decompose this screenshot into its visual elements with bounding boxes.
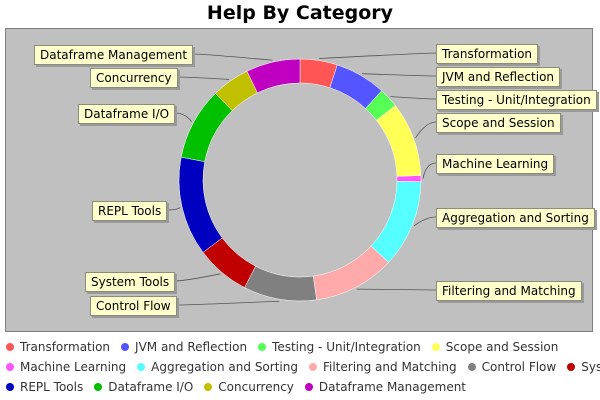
leader-line-machine-learning xyxy=(422,162,437,179)
legend-item-machine-learning: Machine Learning xyxy=(4,360,126,374)
legend-label: Dataframe Management xyxy=(318,380,467,394)
label-machine-learning: Machine Learning xyxy=(436,154,555,174)
slice-repl-tools xyxy=(178,156,223,253)
legend-label: Aggregation and Sorting xyxy=(151,360,298,374)
leader-line-concurrency xyxy=(177,76,230,80)
legend: Transformation JVM and Reflection Testing … xyxy=(4,337,600,397)
leader-line-transformation xyxy=(319,52,437,59)
slice-dataframe-management xyxy=(246,58,301,94)
chart-title: Help By Category xyxy=(206,2,394,24)
legend-swatch-icon xyxy=(121,343,130,351)
legend-label: Control Flow xyxy=(481,360,557,374)
legend-label: System Tools xyxy=(581,360,600,374)
legend-swatch-icon xyxy=(308,363,317,371)
leader-line-dataframe-management xyxy=(192,53,273,61)
legend-swatch-icon xyxy=(6,363,14,371)
legend-label: Testing - Unit/Integration xyxy=(272,340,421,354)
legend-swatch-icon xyxy=(204,383,213,391)
legend-item-testing-unit-integration: Testing - Unit/Integration xyxy=(256,340,421,354)
leader-line-testing-unit-integration xyxy=(390,96,437,100)
legend-item-concurrency: Concurrency xyxy=(202,380,294,394)
legend-swatch-icon xyxy=(6,343,14,351)
legend-swatch-icon xyxy=(304,383,313,391)
legend-item-repl-tools: REPL Tools xyxy=(4,380,83,394)
leader-line-filtering-and-matching xyxy=(356,288,437,291)
legend-item-aggregation-and-sorting: Aggregation and Sorting xyxy=(135,360,298,374)
legend-item-jvm-and-reflection: JVM and Reflection xyxy=(119,340,247,354)
legend-item-transformation: Transformation xyxy=(4,340,110,354)
legend-label: Transformation xyxy=(20,340,111,354)
label-dataframe-management: Dataframe Management xyxy=(34,45,194,65)
label-filtering-and-matching: Filtering and Matching xyxy=(436,281,582,301)
legend-swatch-icon xyxy=(567,363,576,371)
legend-label: Dataframe I/O xyxy=(108,380,194,394)
legend-item-dataframe-management: Dataframe Management xyxy=(303,380,466,394)
legend-label: Concurrency xyxy=(218,380,294,394)
legend-item-system-tools: System Tools xyxy=(565,360,600,374)
legend-label: Machine Learning xyxy=(20,360,127,374)
slice-dataframe-i-o xyxy=(180,93,233,162)
leader-line-control-flow xyxy=(176,300,280,306)
leader-line-jvm-and-reflection xyxy=(361,73,437,77)
legend-item-dataframe-i-o: Dataframe I/O xyxy=(92,380,193,394)
label-aggregation-and-sorting: Aggregation and Sorting xyxy=(436,208,595,228)
leader-line-system-tools xyxy=(174,273,221,282)
legend-row: REPL Tools Dataframe I/O Concurrency Datafr… xyxy=(4,377,598,397)
legend-swatch-icon xyxy=(431,343,440,351)
legend-item-filtering-and-matching: Filtering and Matching xyxy=(307,360,457,374)
legend-swatch-icon xyxy=(94,383,103,391)
legend-swatch-icon xyxy=(467,363,476,371)
leader-line-aggregation-and-sorting xyxy=(413,216,437,227)
slice-filtering-and-matching xyxy=(313,245,389,301)
legend-swatch-icon xyxy=(6,383,14,391)
legend-item-control-flow: Control Flow xyxy=(466,360,557,374)
legend-row: Transformation JVM and Reflection Testing … xyxy=(4,337,598,357)
legend-item-scope-and-session: Scope and Session xyxy=(430,340,559,354)
label-repl-tools: REPL Tools xyxy=(92,201,168,221)
legend-label: Scope and Session xyxy=(445,340,559,354)
legend-row: Machine Learning Aggregation and Sorting F… xyxy=(4,357,600,377)
slice-scope-and-session xyxy=(376,105,422,177)
legend-swatch-icon xyxy=(258,343,267,351)
leader-line-scope-and-session xyxy=(415,121,437,139)
slice-machine-learning xyxy=(396,175,422,182)
legend-label: JVM and Reflection xyxy=(135,340,248,354)
legend-label: Filtering and Matching xyxy=(322,360,457,374)
label-testing-unit-integration: Testing - Unit/Integration xyxy=(436,90,597,110)
slice-control-flow xyxy=(244,265,317,302)
label-system-tools: System Tools xyxy=(85,272,176,292)
leader-line-dataframe-i-o xyxy=(174,112,193,122)
label-jvm-and-reflection: JVM and Reflection xyxy=(436,67,561,87)
label-dataframe-i-o: Dataframe I/O xyxy=(78,104,176,124)
slice-aggregation-and-sorting xyxy=(370,181,422,263)
legend-label: REPL Tools xyxy=(20,380,84,394)
label-transformation: Transformation xyxy=(436,44,539,64)
leader-line-repl-tools xyxy=(166,207,181,211)
label-control-flow: Control Flow xyxy=(90,296,177,316)
label-concurrency: Concurrency xyxy=(90,68,178,88)
label-scope-and-session: Scope and Session xyxy=(436,113,561,133)
legend-swatch-icon xyxy=(137,363,146,371)
